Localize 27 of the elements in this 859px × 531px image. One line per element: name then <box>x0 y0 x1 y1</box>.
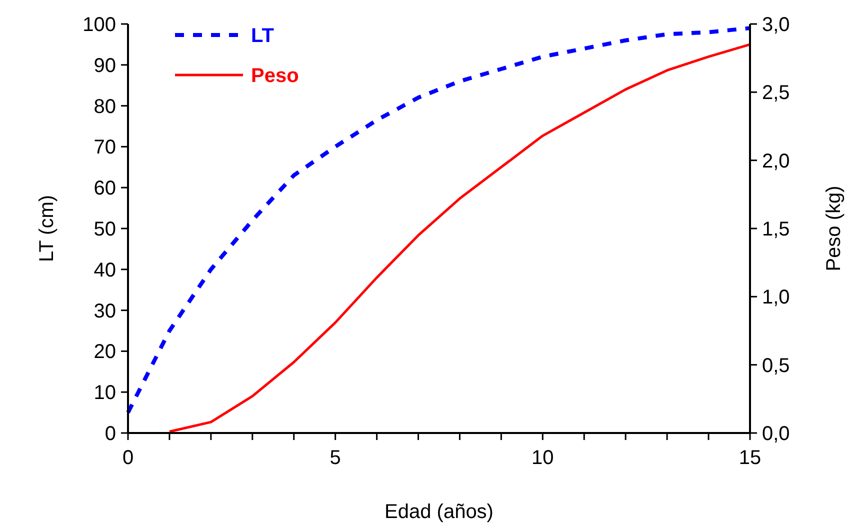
x-axis-title: Edad (años) <box>384 501 494 523</box>
y-tick-label: 50 <box>94 218 116 240</box>
y2-axis-title: Peso (kg) <box>823 186 845 272</box>
y2-tick-label: 0,5 <box>762 354 790 377</box>
y2-tick-label: 2,5 <box>762 82 790 104</box>
x-tick-label: 10 <box>532 447 554 469</box>
y-tick-label: 10 <box>94 382 116 404</box>
y2-tick-label: 2,0 <box>762 150 790 172</box>
y-tick-label: 20 <box>94 341 116 364</box>
y-tick-label: 60 <box>94 178 116 200</box>
y2-tick-label: 1,0 <box>762 286 790 309</box>
y-tick-label: 100 <box>82 14 116 36</box>
y-tick-label: 90 <box>94 54 116 77</box>
y-tick-label: 0 <box>104 423 116 445</box>
y-axis-title: LT (cm) <box>36 194 58 262</box>
y-tick-label: 30 <box>94 300 116 322</box>
x-tick-label: 15 <box>738 447 762 469</box>
legend-label: Peso <box>251 65 299 87</box>
y2-tick-label: 1,5 <box>762 218 790 240</box>
x-tick-label: 0 <box>122 447 134 469</box>
legend-label: LT <box>251 25 274 47</box>
y-tick-label: 80 <box>94 96 116 118</box>
y-tick-label: 70 <box>94 136 116 159</box>
y2-tick-label: 0,0 <box>762 423 790 445</box>
x-tick-label: 5 <box>330 447 341 469</box>
y-tick-label: 40 <box>94 259 116 282</box>
y2-tick-label: 3,0 <box>762 14 790 36</box>
